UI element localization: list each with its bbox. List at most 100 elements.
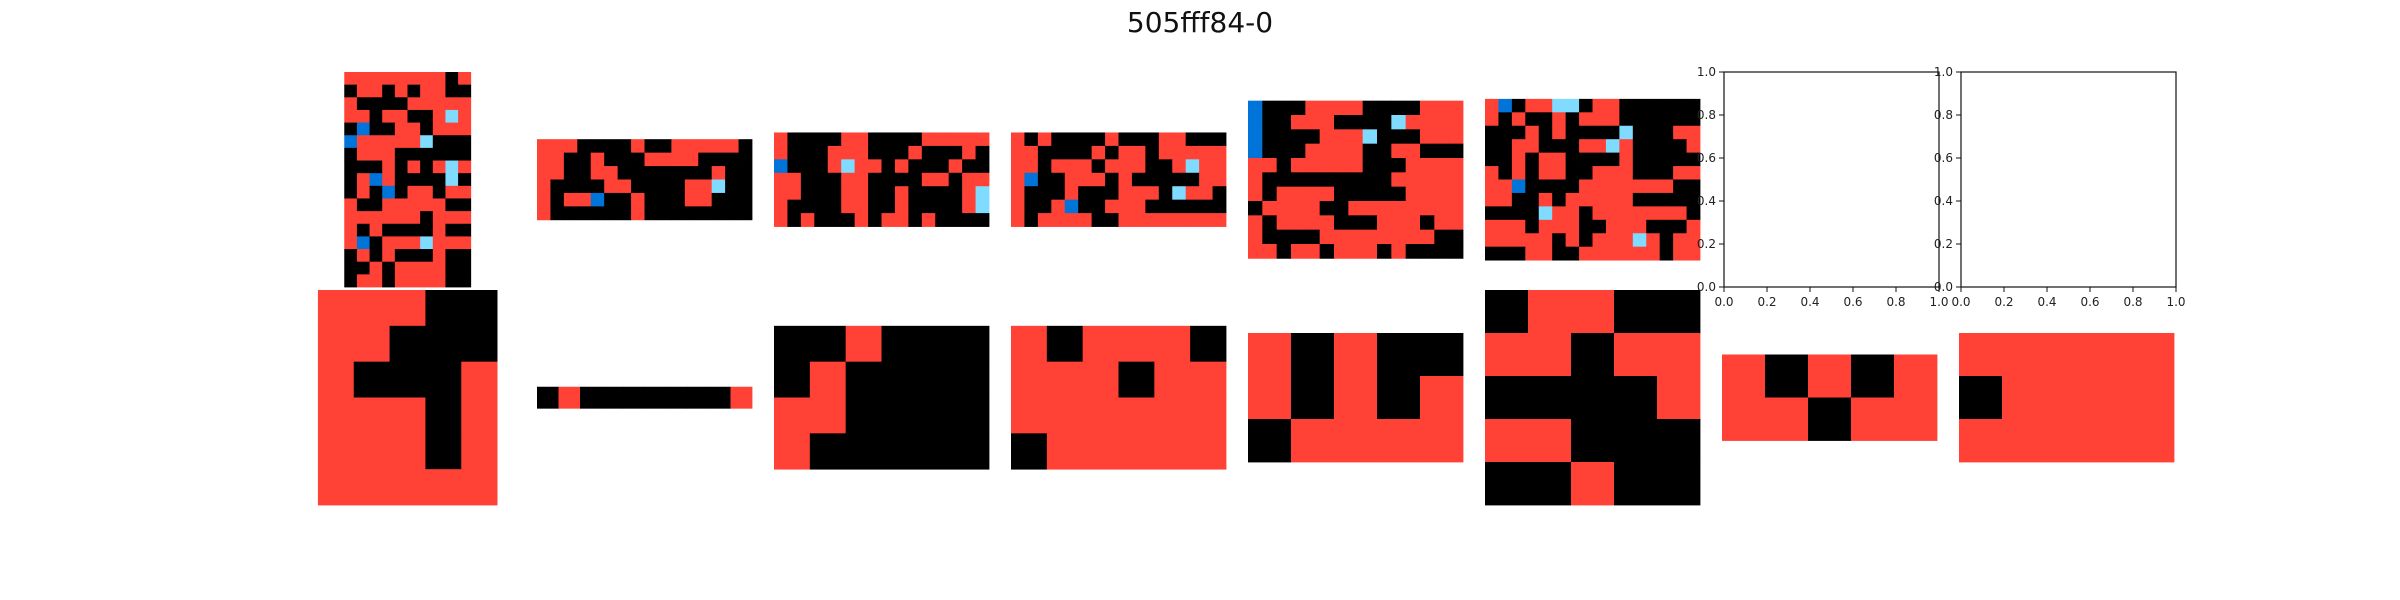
grid-cell	[671, 166, 686, 180]
grid-cell	[1118, 186, 1133, 201]
grid-cell	[2002, 376, 2046, 420]
grid-cell	[1448, 100, 1464, 116]
grid-cell	[841, 213, 856, 227]
grid-cell	[432, 261, 446, 275]
grid-cell	[671, 152, 686, 167]
grid-cell	[407, 84, 421, 98]
grid-cell	[563, 139, 578, 154]
grid-cell	[1276, 201, 1292, 216]
grid-cell	[369, 223, 383, 237]
grid-cell	[1248, 229, 1263, 245]
grid-cell	[445, 185, 459, 199]
grid-cell	[1851, 354, 1895, 398]
grid-cell	[1405, 143, 1421, 159]
grid-cell	[1305, 229, 1321, 245]
grid-cell	[1190, 325, 1227, 363]
y-tick-label: 0.4	[1934, 194, 1953, 208]
grid-cell	[1605, 112, 1620, 127]
grid-cell	[458, 147, 472, 161]
grid-cell	[394, 173, 408, 187]
grid-cell	[1485, 290, 1529, 334]
grid-cell	[725, 152, 739, 167]
grid-cell	[1051, 186, 1066, 201]
grid-cell	[709, 386, 731, 409]
grid-cell	[962, 186, 976, 201]
grid-cell	[1605, 98, 1620, 113]
grid-cell	[420, 97, 434, 111]
grid-cell	[537, 206, 551, 221]
grid-cell	[389, 433, 426, 470]
grid-cell	[1091, 159, 1106, 174]
grid-cell	[1131, 145, 1146, 160]
grid-cell	[1528, 290, 1572, 334]
grid-cell	[1511, 219, 1526, 234]
grid-cell	[1646, 152, 1661, 167]
grid-cell	[935, 145, 950, 160]
grid-cell	[1091, 132, 1106, 147]
grid-cell	[1334, 229, 1349, 245]
grid-cell	[590, 206, 605, 221]
grid-cell	[1334, 186, 1349, 202]
grid-cell	[827, 159, 842, 174]
x-tick-label: 1.0	[1929, 295, 1948, 309]
grid-cell	[537, 166, 551, 180]
grid-cell	[1511, 179, 1526, 194]
grid-cell	[1808, 354, 1852, 398]
grid-cell	[445, 135, 459, 149]
grid-cell	[631, 192, 645, 207]
grid-cell	[1673, 112, 1687, 127]
grid-cell	[908, 145, 923, 160]
grid-cell	[1305, 186, 1321, 202]
grid-cell	[1659, 139, 1674, 154]
grid-cell	[1334, 333, 1378, 377]
grid-cell	[1632, 219, 1647, 234]
grid-cell	[1011, 213, 1025, 227]
grid-cell	[921, 145, 936, 160]
grid-cell	[868, 132, 882, 147]
y-tick-label: 0.0	[1697, 280, 1716, 294]
grid-cell	[1959, 333, 2003, 377]
grid-cell	[1291, 158, 1306, 173]
grid-cell	[908, 172, 923, 187]
grid-cell	[1248, 129, 1263, 145]
grid-cell	[1319, 100, 1335, 116]
grid-cell	[420, 198, 434, 212]
grid-cell	[962, 159, 976, 174]
grid-cell	[1659, 233, 1674, 248]
grid-cell	[1377, 186, 1392, 202]
grid-cell	[1046, 325, 1084, 363]
grid-cell	[1377, 172, 1392, 188]
grid-cell	[1528, 419, 1572, 463]
grid-cell	[1448, 229, 1464, 245]
grid-cell	[369, 109, 383, 123]
grid-cell	[671, 139, 686, 154]
grid-cell	[1511, 139, 1526, 154]
grid-cell	[1319, 201, 1335, 216]
grid-cell	[1619, 192, 1634, 207]
grid-cell	[1362, 215, 1378, 231]
grid-cell	[461, 397, 498, 434]
grid-cell	[868, 186, 882, 201]
grid-cell	[1434, 172, 1450, 188]
grid-cell	[881, 397, 918, 434]
input-grid-1	[344, 72, 472, 288]
output-grid-3	[774, 325, 990, 470]
grid-cell	[1276, 143, 1292, 159]
grid-cell	[1657, 419, 1701, 463]
grid-cell	[1105, 172, 1119, 187]
grid-cell	[344, 84, 358, 98]
grid-cell	[458, 223, 472, 237]
grid-cell	[1659, 98, 1674, 113]
grid-cell	[1118, 159, 1133, 174]
grid-cell	[432, 147, 446, 161]
grid-cell	[382, 147, 396, 161]
grid-cell	[881, 199, 896, 214]
grid-cell	[1362, 129, 1378, 145]
grid-cell	[1190, 397, 1227, 434]
grid-cell	[1434, 229, 1450, 245]
grid-cell	[2131, 419, 2175, 463]
grid-cell	[841, 186, 856, 201]
grid-cell	[908, 132, 923, 147]
grid-cell	[394, 160, 408, 174]
grid-cell	[1448, 244, 1464, 259]
